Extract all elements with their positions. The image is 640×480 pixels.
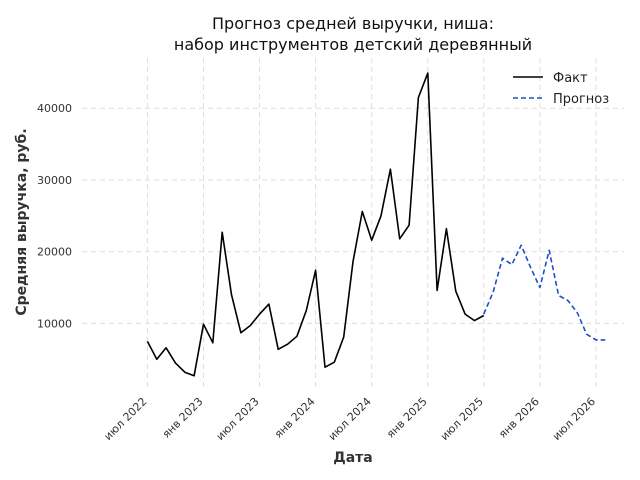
x-tick-label: янв 2023: [160, 395, 206, 441]
y-axis-ticks: 10000 20000 30000 40000: [37, 102, 72, 330]
x-tick-label: янв 2024: [272, 395, 318, 441]
grid: [82, 58, 624, 388]
legend-forecast-label: Прогноз: [553, 92, 609, 107]
y-tick-label: 20000: [37, 246, 72, 259]
legend: Факт Прогноз: [513, 71, 609, 107]
y-axis-label: Средняя выручка, руб.: [14, 128, 30, 315]
x-tick-label: янв 2026: [496, 395, 542, 441]
x-tick-label: янв 2025: [384, 395, 430, 441]
chart-title-line2: набор инструментов детский деревянный: [174, 35, 532, 54]
x-tick-label: июл 2024: [326, 395, 374, 443]
x-tick-label: июл 2026: [550, 395, 598, 443]
x-tick-label: июл 2023: [214, 395, 262, 443]
chart-title-line1: Прогноз средней выручки, ниша:: [212, 14, 494, 33]
x-axis-label: Дата: [333, 450, 372, 466]
x-tick-label: июл 2022: [101, 395, 149, 443]
y-tick-label: 30000: [37, 174, 72, 187]
series-line-fact: [146, 72, 485, 377]
series-lines: [146, 72, 606, 377]
x-tick-label: июл 2025: [438, 395, 486, 443]
series-line-forecast: [483, 244, 606, 341]
x-axis-ticks: июл 2022 янв 2023 июл 2023 янв 2024 июл 2024…: [101, 395, 598, 443]
y-tick-label: 40000: [37, 102, 72, 115]
y-tick-label: 10000: [37, 317, 72, 330]
legend-fact-label: Факт: [553, 71, 588, 86]
